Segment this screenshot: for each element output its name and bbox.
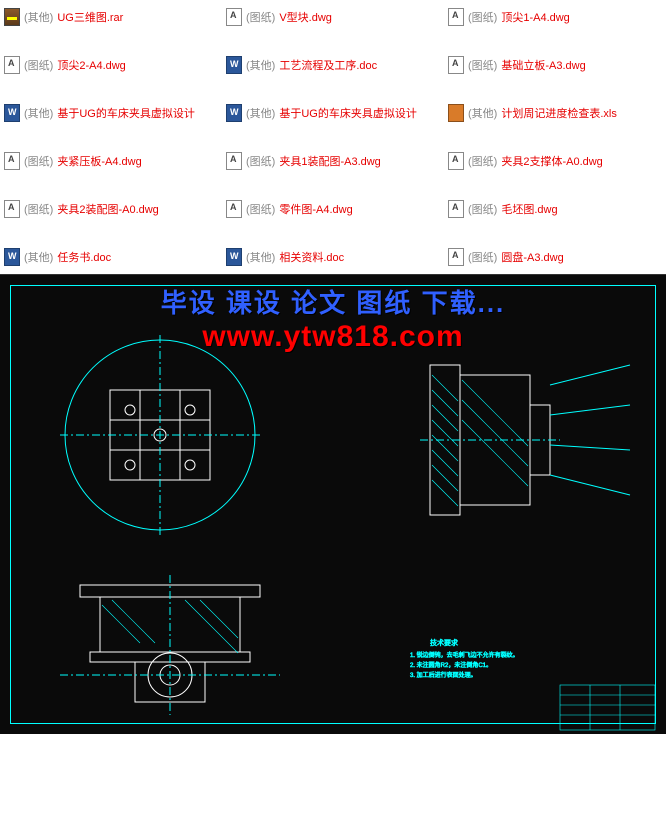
file-item[interactable]: (图纸)夹具2支撑体-A0.dwg (448, 152, 662, 170)
file-name: 相关资料.doc (279, 249, 344, 265)
file-name: 顶尖2-A4.dwg (57, 57, 125, 73)
file-item[interactable]: (图纸)夹具2装配图-A0.dwg (4, 200, 218, 218)
file-tag: (图纸) (468, 249, 497, 265)
file-name: 毛坯图.dwg (501, 201, 557, 217)
file-name: 基础立板-A3.dwg (501, 57, 585, 73)
dwg-icon (4, 152, 20, 170)
file-name: 顶尖1-A4.dwg (501, 9, 569, 25)
file-tag: (图纸) (24, 201, 53, 217)
file-item[interactable]: (图纸)零件图-A4.dwg (226, 200, 440, 218)
file-name: 夹具2装配图-A0.dwg (57, 201, 158, 217)
dwg-icon (448, 152, 464, 170)
file-item[interactable]: (图纸)圆盘-A3.dwg (448, 248, 662, 266)
rar-icon (4, 8, 20, 26)
doc-icon (4, 248, 20, 266)
file-item[interactable]: (其他)任务书.doc (4, 248, 218, 266)
file-item[interactable]: (其他)计划周记进度检查表.xls (448, 104, 662, 122)
file-name: 计划周记进度检查表.xls (501, 105, 617, 121)
doc-icon (4, 104, 20, 122)
file-item[interactable]: (图纸)顶尖1-A4.dwg (448, 8, 662, 26)
doc-icon (226, 56, 242, 74)
dwg-icon (4, 200, 20, 218)
file-name: 工艺流程及工序.doc (279, 57, 377, 73)
file-tag: (图纸) (468, 9, 497, 25)
file-item[interactable]: (图纸)V型块.dwg (226, 8, 440, 26)
watermark-line1: 毕设 课设 论文 图纸 下载... (161, 283, 506, 320)
file-name: 基于UG的车床夹具虚拟设计 (57, 105, 195, 121)
file-item[interactable]: (其他)UG三维图.rar (4, 8, 218, 26)
dwg-icon (226, 8, 242, 26)
file-item[interactable]: (图纸)夹具1装配图-A3.dwg (226, 152, 440, 170)
dwg-icon (448, 248, 464, 266)
dwg-icon (226, 152, 242, 170)
file-item[interactable]: (其他)相关资料.doc (226, 248, 440, 266)
dwg-icon (226, 200, 242, 218)
doc-icon (226, 104, 242, 122)
file-item[interactable]: (图纸)基础立板-A3.dwg (448, 56, 662, 74)
file-item[interactable]: (图纸)毛坯图.dwg (448, 200, 662, 218)
file-name: 夹具1装配图-A3.dwg (279, 153, 380, 169)
file-tag: (图纸) (246, 153, 275, 169)
file-name: 任务书.doc (57, 249, 111, 265)
file-tag: (其他) (468, 105, 497, 121)
file-tag: (其他) (246, 249, 275, 265)
file-tag: (图纸) (468, 201, 497, 217)
doc-icon (226, 248, 242, 266)
dwg-icon (4, 56, 20, 74)
file-name: 基于UG的车床夹具虚拟设计 (279, 105, 417, 121)
dwg-icon (448, 8, 464, 26)
file-tag: (图纸) (246, 201, 275, 217)
dwg-icon (448, 200, 464, 218)
file-name: 夹紧压板-A4.dwg (57, 153, 141, 169)
file-tag: (其他) (246, 105, 275, 121)
file-tag: (图纸) (468, 153, 497, 169)
file-tag: (图纸) (468, 57, 497, 73)
file-tag: (其他) (246, 57, 275, 73)
file-item[interactable]: (其他)工艺流程及工序.doc (226, 56, 440, 74)
file-tag: (其他) (24, 105, 53, 121)
file-name: 夹具2支撑体-A0.dwg (501, 153, 602, 169)
file-tag: (图纸) (246, 9, 275, 25)
cad-preview: 毕设 课设 论文 图纸 下载... www.ytw818.com (0, 274, 666, 734)
file-item[interactable]: (图纸)夹紧压板-A4.dwg (4, 152, 218, 170)
file-tag: (其他) (24, 249, 53, 265)
xls-icon (448, 104, 464, 122)
file-grid: (其他)UG三维图.rar(图纸)V型块.dwg(图纸)顶尖1-A4.dwg(图… (0, 0, 666, 274)
file-item[interactable]: (其他)基于UG的车床夹具虚拟设计 (4, 104, 218, 122)
dwg-icon (448, 56, 464, 74)
file-item[interactable]: (图纸)顶尖2-A4.dwg (4, 56, 218, 74)
file-tag: (图纸) (24, 153, 53, 169)
watermark-line2: www.ytw818.com (161, 320, 506, 354)
watermark: 毕设 课设 论文 图纸 下载... www.ytw818.com (161, 283, 506, 354)
file-name: 圆盘-A3.dwg (501, 249, 563, 265)
file-name: V型块.dwg (279, 9, 332, 25)
file-name: 零件图-A4.dwg (279, 201, 352, 217)
file-tag: (其他) (24, 9, 53, 25)
file-item[interactable]: (其他)基于UG的车床夹具虚拟设计 (226, 104, 440, 122)
file-name: UG三维图.rar (57, 9, 123, 25)
file-tag: (图纸) (24, 57, 53, 73)
